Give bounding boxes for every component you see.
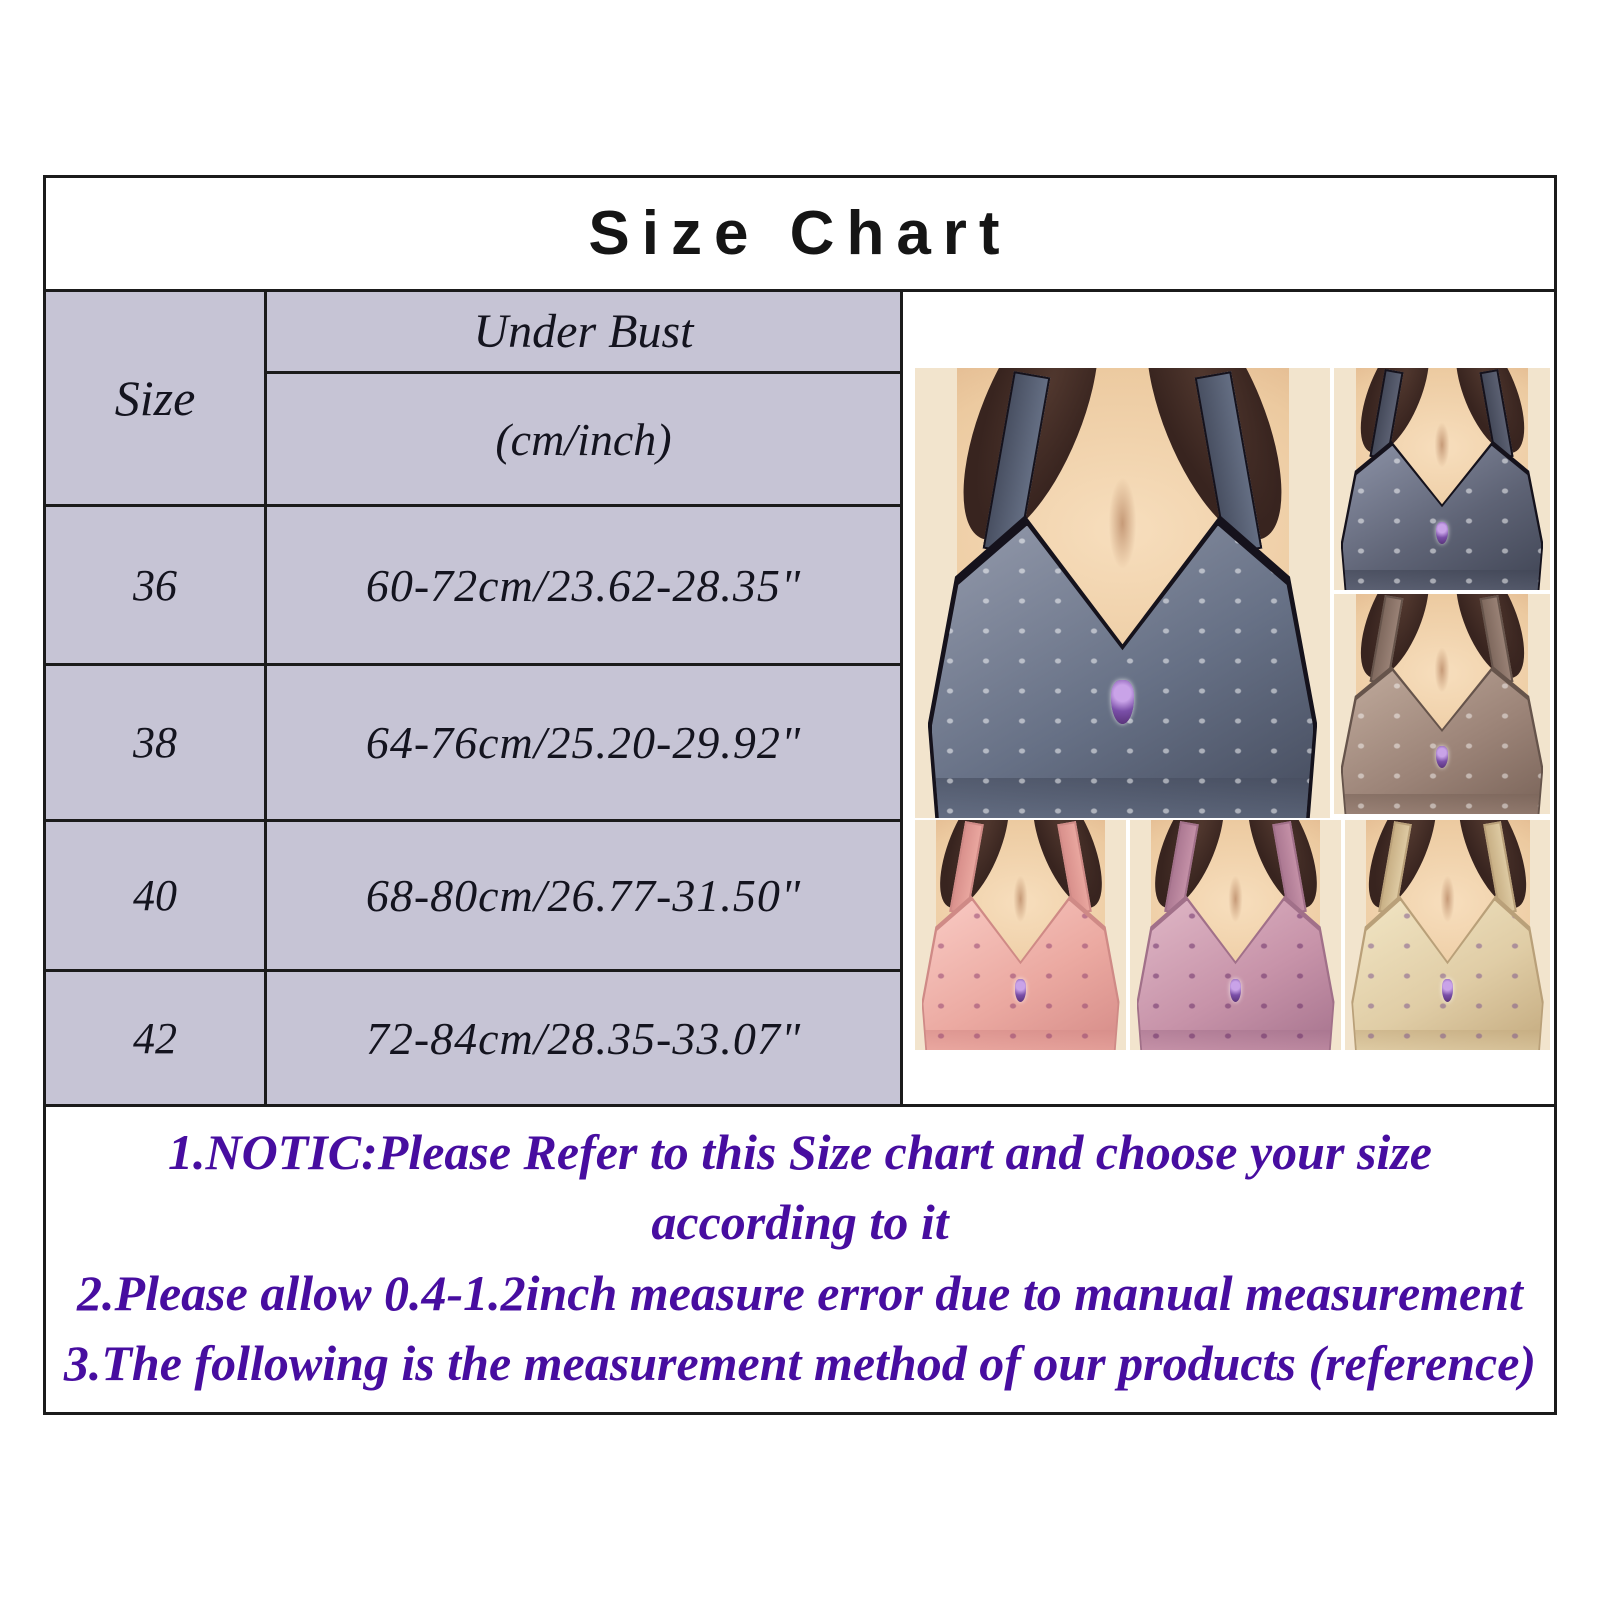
bra-graphic xyxy=(1136,895,1335,1050)
under-bust-column-header: Under Bust xyxy=(267,292,900,374)
notice-section: 1.NOTIC:Please Refer to this Size chart … xyxy=(46,1107,1554,1409)
cleavage-shading-graphic xyxy=(1432,414,1452,475)
product-photo-charcoal-small xyxy=(1334,368,1550,590)
size-value: 38 xyxy=(46,666,267,822)
size-column-header: Size xyxy=(46,292,267,507)
product-photo-beige xyxy=(1345,820,1550,1050)
page-title: Size Chart xyxy=(588,199,1012,268)
size-chart-panel: Size Chart Size Under Bust (cm/inch) 36 … xyxy=(43,175,1557,1415)
under-bust-value: 60-72cm/23.62-28.35" xyxy=(267,507,900,666)
bra-graphic xyxy=(1340,440,1544,590)
pendant-graphic xyxy=(1229,979,1242,1003)
product-photo-charcoal-large xyxy=(915,368,1330,818)
bra-graphic xyxy=(1340,665,1544,814)
product-photo-taupe xyxy=(1334,594,1550,814)
cleavage-shading-graphic xyxy=(1103,462,1142,584)
notice-line-2: according to it xyxy=(651,1194,949,1251)
size-value: 40 xyxy=(46,822,267,972)
table-and-photos-section: Size Under Bust (cm/inch) 36 60-72cm/23.… xyxy=(46,292,1554,1107)
pendant-graphic xyxy=(1436,746,1448,769)
under-bust-value: 72-84cm/28.35-33.07" xyxy=(267,972,900,1104)
cleavage-shading-graphic xyxy=(1432,640,1452,700)
cleavage-shading-graphic xyxy=(1011,868,1030,931)
cleavage-shading-graphic xyxy=(1438,868,1457,931)
under-bust-value: 64-76cm/25.20-29.92" xyxy=(267,666,900,822)
pendant-graphic xyxy=(1014,979,1027,1003)
product-photo-mauve xyxy=(1130,820,1341,1050)
pendant-graphic xyxy=(1436,521,1448,544)
cleavage-shading-graphic xyxy=(1226,868,1245,931)
title-band: Size Chart xyxy=(46,178,1554,292)
notice-line-3: 2.Please allow 0.4-1.2inch measure error… xyxy=(77,1264,1523,1321)
bra-graphic xyxy=(921,895,1120,1050)
pendant-graphic xyxy=(1111,679,1134,725)
size-value: 36 xyxy=(46,507,267,666)
notice-line-4: 3.The following is the measurement metho… xyxy=(63,1335,1537,1392)
size-value: 42 xyxy=(46,972,267,1104)
under-bust-value: 68-80cm/26.77-31.50" xyxy=(267,822,900,972)
notice-line-1: 1.NOTIC:Please Refer to this Size chart … xyxy=(168,1123,1432,1180)
unit-column-header: (cm/inch) xyxy=(267,374,900,507)
bra-graphic xyxy=(1351,895,1544,1050)
size-table: Size Under Bust (cm/inch) 36 60-72cm/23.… xyxy=(46,292,903,1104)
product-photo-pink xyxy=(915,820,1126,1050)
bra-graphic xyxy=(927,515,1318,818)
pendant-graphic xyxy=(1441,979,1454,1003)
